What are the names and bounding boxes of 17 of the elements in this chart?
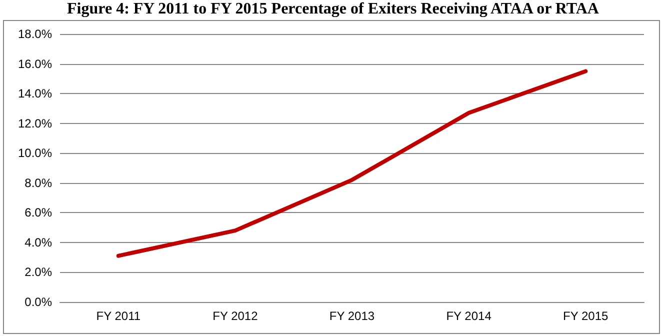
x-tick-label: FY 2012 [212, 309, 258, 323]
x-tick-label: FY 2014 [446, 309, 492, 323]
line-series [116, 69, 588, 258]
y-tick-label: 2.0% [24, 265, 52, 280]
y-tick-label: 4.0% [24, 235, 52, 250]
x-tick-label: FY 2013 [329, 309, 375, 323]
x-tick-label: FY 2015 [563, 309, 608, 323]
y-tick-label: 14.0% [18, 86, 52, 101]
y-tick-label: 10.0% [18, 146, 52, 160]
y-tick-label: 18.0% [18, 27, 52, 41]
chart-title: Figure 4: FY 2011 to FY 2015 Percentage of Exiters Receiving ATAA or RTAA [67, 0, 600, 18]
x-tick-label: FY 2011 [96, 309, 141, 323]
y-tick-label: 8.0% [24, 176, 52, 190]
y-tick-label: 16.0% [18, 56, 52, 71]
y-tick-label: 12.0% [18, 116, 52, 130]
y-tick-label: 6.0% [24, 206, 52, 220]
y-tick-label: 0.0% [24, 295, 52, 309]
